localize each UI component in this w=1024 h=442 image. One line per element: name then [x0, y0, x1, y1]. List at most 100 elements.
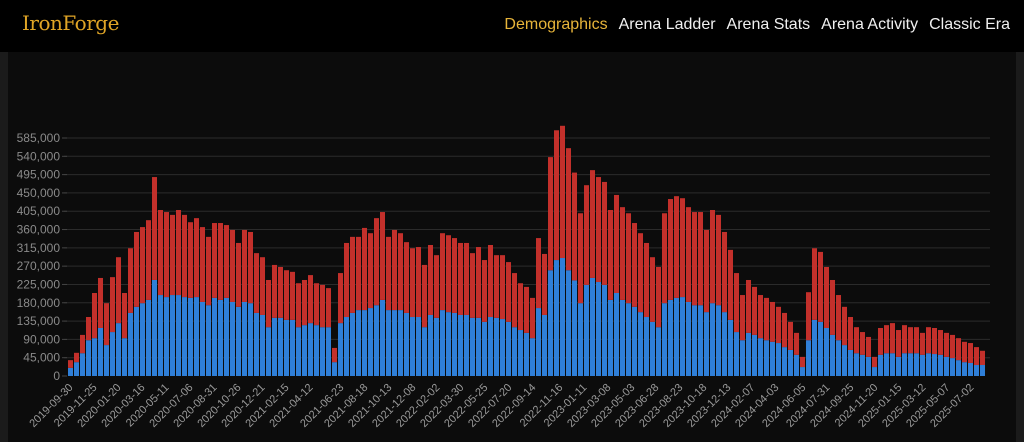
bar-lower-segment: [614, 293, 619, 376]
bar-lower-segment: [644, 317, 649, 376]
bar-lower-segment: [680, 297, 685, 376]
bar-upper-segment: [620, 207, 625, 300]
bar-upper-segment: [662, 213, 667, 304]
y-tick-label: 90,000: [23, 332, 60, 346]
ironforge-logo[interactable]: IronForge: [22, 11, 119, 35]
bar-upper-segment: [290, 271, 295, 320]
bar-upper-segment: [110, 277, 115, 333]
bar-upper-segment: [332, 347, 337, 363]
bar-upper-segment: [170, 214, 175, 296]
bar-upper-segment: [674, 196, 679, 298]
bar-upper-segment: [284, 270, 289, 320]
bar-upper-segment: [266, 279, 271, 328]
nav-arena-ladder[interactable]: Arena Ladder: [618, 16, 716, 33]
bar-upper-segment: [512, 273, 517, 328]
bar-lower-segment: [626, 303, 631, 376]
bar-lower-segment: [554, 260, 559, 376]
bar-upper-segment: [638, 233, 643, 313]
bar-upper-segment: [848, 317, 853, 350]
bar-lower-segment: [902, 353, 907, 376]
nav-arena-activity[interactable]: Arena Activity: [821, 16, 919, 33]
bar-lower-segment: [710, 303, 715, 376]
bar-upper-segment: [194, 218, 199, 298]
bar-lower-segment: [692, 305, 697, 376]
bar-lower-segment: [278, 317, 283, 376]
nav-demographics[interactable]: Demographics: [504, 16, 608, 33]
y-tick-label: 360,000: [17, 223, 61, 237]
bar-upper-segment: [830, 279, 835, 335]
bar-lower-segment: [524, 332, 529, 376]
bar-lower-segment: [344, 317, 349, 376]
bar-lower-segment: [428, 314, 433, 376]
bar-upper-segment: [548, 157, 553, 271]
bar-lower-segment: [140, 303, 145, 376]
y-tick-label: 180,000: [17, 296, 61, 310]
bar-upper-segment: [740, 295, 745, 341]
nav-arena-stats[interactable]: Arena Stats: [726, 16, 811, 33]
bar-upper-segment: [644, 242, 649, 318]
bar-lower-segment: [290, 319, 295, 376]
bar-lower-segment: [470, 317, 475, 376]
bar-upper-segment: [476, 247, 481, 318]
bar-upper-segment: [488, 244, 493, 318]
bar-upper-segment: [812, 248, 817, 320]
bar-upper-segment: [188, 222, 193, 298]
bar-upper-segment: [68, 360, 73, 368]
bar-lower-segment: [926, 353, 931, 376]
bar-lower-segment: [242, 301, 247, 376]
bar-upper-segment: [164, 212, 169, 298]
bar-upper-segment: [434, 255, 439, 318]
bar-upper-segment: [122, 293, 127, 339]
bar-lower-segment: [572, 280, 577, 376]
bar-lower-segment: [158, 295, 163, 376]
bar-upper-segment: [956, 338, 961, 361]
bar-lower-segment: [392, 310, 397, 376]
bar-lower-segment: [542, 314, 547, 376]
bar-upper-segment: [272, 264, 277, 318]
bar-lower-segment: [398, 310, 403, 376]
bar-lower-segment: [884, 353, 889, 376]
bar-lower-segment: [872, 367, 877, 376]
bar-upper-segment: [320, 284, 325, 328]
bar-upper-segment: [800, 356, 805, 368]
bar-upper-segment: [230, 229, 235, 302]
bar-upper-segment: [788, 321, 793, 350]
bar-upper-segment: [458, 242, 463, 315]
bar-upper-segment: [314, 283, 319, 326]
bar-lower-segment: [638, 312, 643, 376]
bar-lower-segment: [836, 340, 841, 376]
bar-lower-segment: [674, 297, 679, 376]
bar-upper-segment: [836, 295, 841, 341]
bar-lower-segment: [146, 299, 151, 376]
bar-lower-segment: [356, 310, 361, 376]
bar-upper-segment: [890, 323, 895, 354]
bar-lower-segment: [296, 327, 301, 376]
bar-upper-segment: [344, 242, 349, 318]
bar-upper-segment: [338, 273, 343, 324]
bar-upper-segment: [452, 238, 457, 313]
bar-lower-segment: [536, 308, 541, 376]
bar-lower-segment: [176, 295, 181, 376]
bar-upper-segment: [668, 199, 673, 300]
bar-lower-segment: [224, 297, 229, 376]
bar-lower-segment: [68, 367, 73, 376]
bar-lower-segment: [410, 317, 415, 376]
bar-lower-segment: [482, 321, 487, 376]
bar-upper-segment: [920, 332, 925, 355]
bar-upper-segment: [146, 220, 151, 300]
y-tick-label: 495,000: [17, 168, 61, 182]
y-tick-label: 405,000: [17, 204, 61, 218]
bar-upper-segment: [254, 253, 259, 313]
bar-lower-segment: [500, 319, 505, 376]
bar-lower-segment: [350, 312, 355, 376]
bar-upper-segment: [572, 172, 577, 281]
bar-upper-segment: [884, 325, 889, 354]
bar-lower-segment: [422, 327, 427, 376]
nav-classic-era[interactable]: Classic Era: [929, 16, 1010, 33]
bar-lower-segment: [608, 299, 613, 376]
bar-upper-segment: [938, 330, 943, 355]
bar-upper-segment: [398, 233, 403, 311]
bar-upper-segment: [944, 332, 949, 357]
bar-lower-segment: [932, 354, 937, 376]
bar-lower-segment: [734, 332, 739, 376]
